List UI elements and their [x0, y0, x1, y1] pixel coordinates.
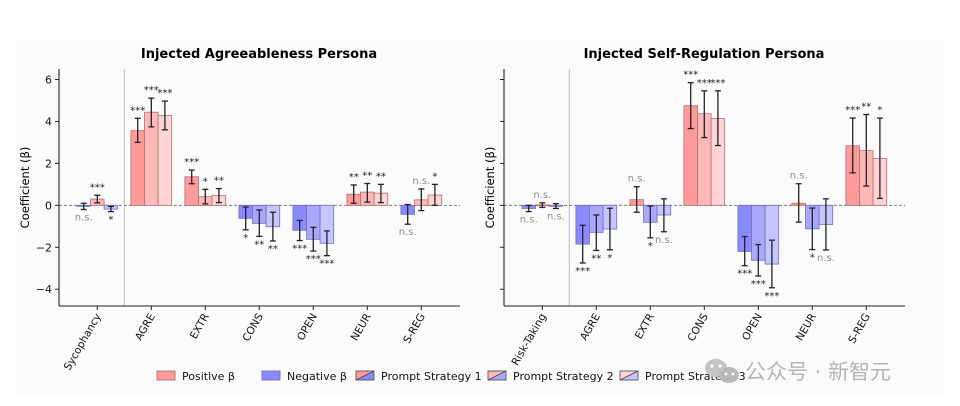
y-axis-label: Coefficient (β) [18, 147, 32, 229]
y-tick-label: 0 [45, 199, 52, 212]
significance-label: * [243, 233, 248, 244]
significance-label: n.s. [412, 176, 430, 187]
significance-label: n.s. [628, 174, 646, 185]
legend-item: Negative β [261, 370, 347, 383]
significance-label: *** [710, 78, 725, 89]
significance-label: ** [362, 171, 372, 182]
significance-label: n.s. [520, 215, 538, 226]
significance-label: * [203, 176, 208, 187]
wechat-icon [705, 359, 739, 383]
legend-swatch-diagonal [487, 370, 507, 381]
significance-label: * [877, 105, 882, 116]
significance-label: ** [861, 102, 871, 113]
legend-label: Negative β [287, 370, 347, 383]
legend-swatch-positive [156, 370, 176, 381]
legend-item: Positive β [156, 370, 235, 383]
legend-swatch-negative [261, 370, 281, 381]
legend-label: Prompt Strategy 2 [513, 370, 614, 383]
significance-label: *** [737, 269, 752, 280]
significance-label: *** [697, 78, 712, 89]
legend-item: Prompt Strategy 2 [487, 370, 614, 383]
chart-title: Injected Agreeableness Persona [141, 47, 377, 62]
significance-label: n.s. [399, 227, 417, 238]
y-tick-label: −4 [36, 283, 52, 296]
significance-label: *** [683, 70, 698, 81]
significance-label: *** [845, 105, 860, 116]
significance-label: n.s. [790, 171, 808, 182]
y-tick-label: 6 [45, 73, 52, 86]
significance-label: *** [90, 182, 105, 193]
significance-label: n.s. [547, 211, 565, 222]
figure-background [15, 40, 945, 395]
legend-item: Prompt Strategy 1 [355, 370, 482, 383]
significance-label: ** [214, 176, 224, 187]
significance-label: *** [751, 279, 766, 290]
legend-label: Prompt Strategy 1 [381, 370, 482, 383]
significance-label: *** [764, 291, 779, 302]
significance-label: * [108, 215, 113, 226]
significance-label: n.s. [655, 235, 673, 246]
significance-label: *** [575, 266, 590, 277]
significance-label: * [810, 253, 815, 264]
legend-swatch-border [487, 370, 507, 381]
significance-label: n.s. [817, 253, 835, 264]
significance-label: *** [306, 254, 321, 265]
significance-label: * [432, 171, 437, 182]
chart-title: Injected Self-Regulation Persona [584, 47, 825, 62]
y-axis-label: Coefficient (β) [483, 147, 497, 229]
significance-label: *** [319, 259, 334, 270]
watermark: 公众号 · 新智元 [705, 359, 891, 384]
significance-label: * [648, 241, 653, 252]
y-tick-label: −2 [36, 241, 52, 254]
significance-label: ** [376, 171, 386, 182]
significance-label: *** [157, 88, 172, 99]
significance-label: *** [184, 157, 199, 168]
significance-label: ** [591, 253, 601, 264]
legend-swatch-diagonal [355, 370, 375, 381]
y-tick-label: 2 [45, 157, 52, 170]
legend-swatch-diagonal [619, 370, 639, 381]
significance-label: n.s. [533, 190, 551, 201]
legend-swatch-border [355, 370, 375, 381]
significance-label: *** [292, 244, 307, 255]
y-tick-label: 4 [45, 115, 52, 128]
significance-label: ** [254, 239, 264, 250]
significance-label: ** [268, 244, 278, 255]
significance-label: ** [349, 172, 359, 183]
significance-label: *** [144, 85, 159, 96]
watermark-text: 公众号 · 新智元 [745, 360, 891, 384]
significance-label: n.s. [75, 213, 93, 224]
significance-label: *** [130, 105, 145, 116]
legend-label: Positive β [182, 370, 235, 383]
legend-swatch-border [619, 370, 639, 381]
panel-self-regulation: Injected Self-Regulation Persona Coeffic… [483, 47, 905, 368]
significance-label: * [607, 253, 612, 264]
